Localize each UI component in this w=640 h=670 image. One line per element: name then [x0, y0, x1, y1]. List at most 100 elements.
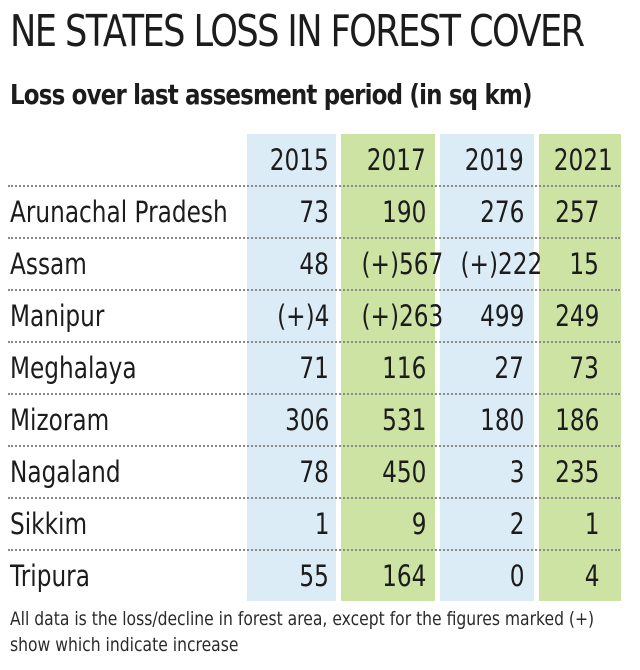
value-cell-2019: 499: [440, 290, 524, 342]
value-cell-2017-text: 164: [381, 559, 426, 593]
value-cell-2017: 531: [341, 394, 426, 446]
state-name: Tripura: [10, 559, 90, 593]
column-header-2017-text: 2017: [366, 143, 426, 177]
value-cell-2015-text: 78: [299, 455, 329, 489]
value-cell-2019: 0: [440, 550, 524, 602]
value-cell-2017: 164: [341, 550, 426, 602]
value-cell-2017: 190: [341, 186, 426, 238]
row-divider: [8, 549, 620, 551]
state-name: Manipur: [10, 299, 105, 333]
row-divider: [8, 393, 620, 395]
row-divider: [8, 497, 620, 499]
chart-title: NE STATES LOSS IN FOREST COVER: [10, 6, 585, 57]
state-name: Arunachal Pradesh: [10, 195, 228, 229]
value-cell-2019-text: 2: [509, 507, 524, 541]
column-bg-2017: [341, 134, 435, 601]
value-cell-2015: 73: [247, 186, 329, 238]
table-row: Tripura 55 164 0 4: [0, 550, 640, 602]
value-cell-2019-text: 276: [479, 195, 524, 229]
value-cell-2021: 73: [539, 342, 599, 394]
value-cell-2015: (+)4: [247, 290, 329, 342]
value-cell-2017: (+)567: [341, 238, 443, 290]
table-row: Meghalaya 71 116 27 73: [0, 342, 640, 394]
column-header-2021-text: 2021: [553, 143, 613, 177]
value-cell-2019-text: 499: [479, 299, 524, 333]
column-header-2015-text: 2015: [269, 143, 329, 177]
value-cell-2019-text: 3: [509, 455, 524, 489]
value-cell-2019: 180: [440, 394, 524, 446]
value-cell-2021-text: 4: [584, 559, 599, 593]
value-cell-2021: 1: [539, 498, 599, 550]
value-cell-2017: 116: [341, 342, 426, 394]
value-cell-2015: 48: [247, 238, 329, 290]
value-cell-2015-text: (+)4: [276, 299, 329, 333]
table-row: Arunachal Pradesh 73 190 276 257: [0, 186, 640, 238]
value-cell-2019-text: 27: [494, 351, 524, 385]
value-cell-2017-text: 531: [381, 403, 426, 437]
value-cell-2021: 249: [539, 290, 599, 342]
state-name: Sikkim: [10, 507, 88, 541]
value-cell-2021: 257: [539, 186, 599, 238]
value-cell-2019: (+)222: [440, 238, 542, 290]
state-name: Nagaland: [10, 455, 121, 489]
data-table: 2015 2017 2019 2021 Arunachal Pradesh 73 190 27…: [0, 134, 640, 601]
column-bg-2015: [247, 134, 336, 601]
column-header-2019-text: 2019: [464, 143, 524, 177]
footnote: All data is the loss/decline in forest a…: [10, 608, 595, 656]
state-name: Mizoram: [10, 403, 110, 437]
column-header-2017: 2017: [341, 134, 426, 186]
value-cell-2021: 4: [539, 550, 599, 602]
row-divider: [8, 289, 620, 291]
value-cell-2017-text: (+)263: [361, 299, 444, 333]
value-cell-2021-text: 249: [554, 299, 599, 333]
value-cell-2019: 276: [440, 186, 524, 238]
state-name: Meghalaya: [10, 351, 137, 385]
value-cell-2021-text: 186: [554, 403, 599, 437]
row-divider: [8, 445, 620, 447]
value-cell-2017: 450: [341, 446, 426, 498]
value-cell-2015: 1: [247, 498, 329, 550]
value-cell-2015: 78: [247, 446, 329, 498]
value-cell-2015-text: 48: [299, 247, 329, 281]
column-header-2019: 2019: [440, 134, 524, 186]
value-cell-2019-text: (+)222: [460, 247, 543, 281]
column-bg-2019: [440, 134, 534, 601]
column-bg-2021: [539, 134, 621, 601]
value-cell-2021-text: 15: [569, 247, 599, 281]
value-cell-2021-text: 73: [569, 351, 599, 385]
table-row: Sikkim 1 9 2 1: [0, 498, 640, 550]
value-cell-2015-text: 306: [284, 403, 329, 437]
column-header-2015: 2015: [247, 134, 329, 186]
value-cell-2015-text: 1: [314, 507, 329, 541]
value-cell-2017-text: 450: [381, 455, 426, 489]
row-divider: [8, 237, 620, 239]
chart-subtitle: Loss over last assesment period (in sq k…: [10, 78, 533, 111]
value-cell-2015: 306: [247, 394, 329, 446]
value-cell-2019: 3: [440, 446, 524, 498]
value-cell-2015: 71: [247, 342, 329, 394]
table-header-row: 2015 2017 2019 2021: [0, 134, 640, 186]
table-row: Mizoram 306 531 180 186: [0, 394, 640, 446]
value-cell-2021-text: 1: [584, 507, 599, 541]
value-cell-2019: 27: [440, 342, 524, 394]
value-cell-2017-text: 116: [381, 351, 426, 385]
value-cell-2021-text: 235: [554, 455, 599, 489]
value-cell-2017-text: (+)567: [361, 247, 444, 281]
table-row: Assam 48 (+)567 (+)222 15: [0, 238, 640, 290]
value-cell-2017-text: 190: [381, 195, 426, 229]
value-cell-2017-text: 9: [411, 507, 426, 541]
table-row: Nagaland 78 450 3 235: [0, 446, 640, 498]
value-cell-2015-text: 73: [299, 195, 329, 229]
value-cell-2019-text: 0: [509, 559, 524, 593]
value-cell-2015-text: 71: [299, 351, 329, 385]
value-cell-2021-text: 257: [554, 195, 599, 229]
state-name: Assam: [10, 247, 87, 281]
column-header-2021: 2021: [539, 134, 613, 186]
row-divider: [8, 185, 620, 187]
value-cell-2021: 15: [539, 238, 599, 290]
value-cell-2019: 2: [440, 498, 524, 550]
value-cell-2015: 55: [247, 550, 329, 602]
value-cell-2017: 9: [341, 498, 426, 550]
value-cell-2021: 235: [539, 446, 599, 498]
value-cell-2021: 186: [539, 394, 599, 446]
